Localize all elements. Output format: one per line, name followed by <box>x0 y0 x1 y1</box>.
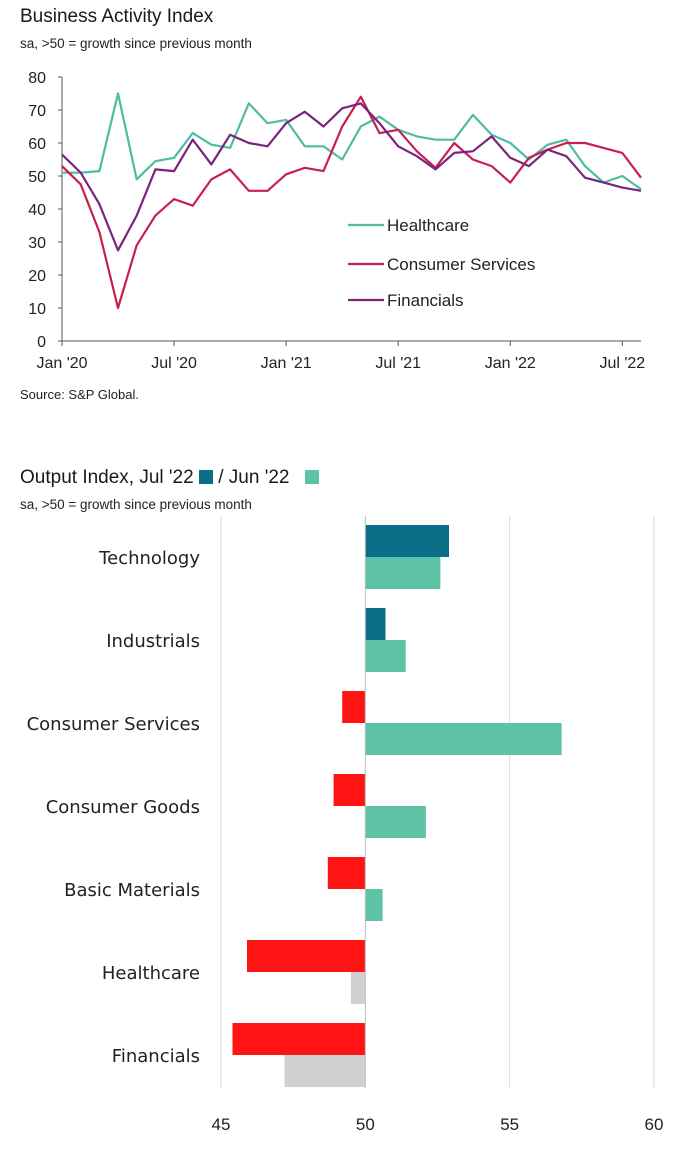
x-tick-label: Jan '20 <box>36 355 87 372</box>
bar-jul22 <box>365 525 449 557</box>
y-tick-label: 0 <box>37 334 46 351</box>
y-tick-label: 70 <box>28 103 46 120</box>
legend-swatch-jul22 <box>198 470 213 484</box>
legend-swatch-jun22 <box>304 470 319 484</box>
x-tick-label: Jul '21 <box>375 355 421 372</box>
bar-jul22 <box>333 774 366 806</box>
y-tick-label: 60 <box>28 136 46 153</box>
x-tick-label: Jan '21 <box>261 355 312 372</box>
bar-jul22 <box>365 608 386 640</box>
category-label: Financials <box>112 1046 200 1067</box>
bar-jun22 <box>365 806 426 838</box>
line-chart: 0 10 20 30 40 50 60 70 80 Jan '20 Jul '20 Jan '21 Ju… <box>28 70 645 372</box>
series-line-financials <box>61 102 642 252</box>
y-tick-label: 30 <box>28 235 46 252</box>
bar-jul22 <box>247 940 366 972</box>
bar-jul22 <box>342 691 366 723</box>
bar-chart-title-mid: / Jun '22 <box>218 467 290 488</box>
x-tick-label: Jan '22 <box>485 355 536 372</box>
x-tick-label: Jul '22 <box>599 355 645 372</box>
series-line-healthcare <box>62 92 642 191</box>
line-chart-title: Business Activity Index <box>20 6 214 27</box>
y-tick-label: 10 <box>28 301 46 318</box>
bar-chart-title: Output Index, Jul '22 / Jun '22 <box>20 467 319 489</box>
category-label: Basic Materials <box>64 880 200 901</box>
y-tick-label: 50 <box>28 169 46 186</box>
y-tick-label: 40 <box>28 202 46 219</box>
x-tick-label: 50 <box>356 1115 375 1134</box>
bar-chart-title-prefix: Output Index, Jul '22 <box>20 467 194 488</box>
legend-label-financials: Financials <box>387 291 464 310</box>
category-label: Industrials <box>106 631 200 652</box>
line-chart-subtitle: sa, >50 = growth since previous month <box>20 36 252 51</box>
bar-jul22 <box>232 1023 366 1055</box>
bar-jun22 <box>365 557 441 589</box>
category-label: Technology <box>98 548 200 569</box>
x-tick-label: 45 <box>212 1115 231 1134</box>
legend-label-healthcare: Healthcare <box>387 216 469 235</box>
bar-chart-subtitle: sa, >50 = growth since previous month <box>20 497 252 512</box>
y-tick-label: 80 <box>28 70 46 87</box>
bar-jun22 <box>284 1055 366 1087</box>
category-label: Healthcare <box>102 963 200 984</box>
x-tick-label: 60 <box>645 1115 664 1134</box>
legend-label-consumer-services: Consumer Services <box>387 255 535 274</box>
bar-jun22 <box>365 640 406 672</box>
bar-jul22 <box>327 857 366 889</box>
series-line-consumer-services <box>61 95 642 310</box>
bar-jun22 <box>365 723 562 755</box>
x-tick-label: 55 <box>500 1115 519 1134</box>
bar-jun22 <box>365 889 383 921</box>
bar-jun22 <box>350 972 366 1004</box>
y-tick-label: 20 <box>28 268 46 285</box>
bar-chart: 45 50 55 60 Technology Industrials Consumer Se… <box>27 516 664 1134</box>
category-label: Consumer Goods <box>46 797 200 818</box>
category-label: Consumer Services <box>27 714 200 735</box>
line-chart-source: Source: S&P Global. <box>20 387 139 402</box>
x-tick-label: Jul '20 <box>151 355 197 372</box>
